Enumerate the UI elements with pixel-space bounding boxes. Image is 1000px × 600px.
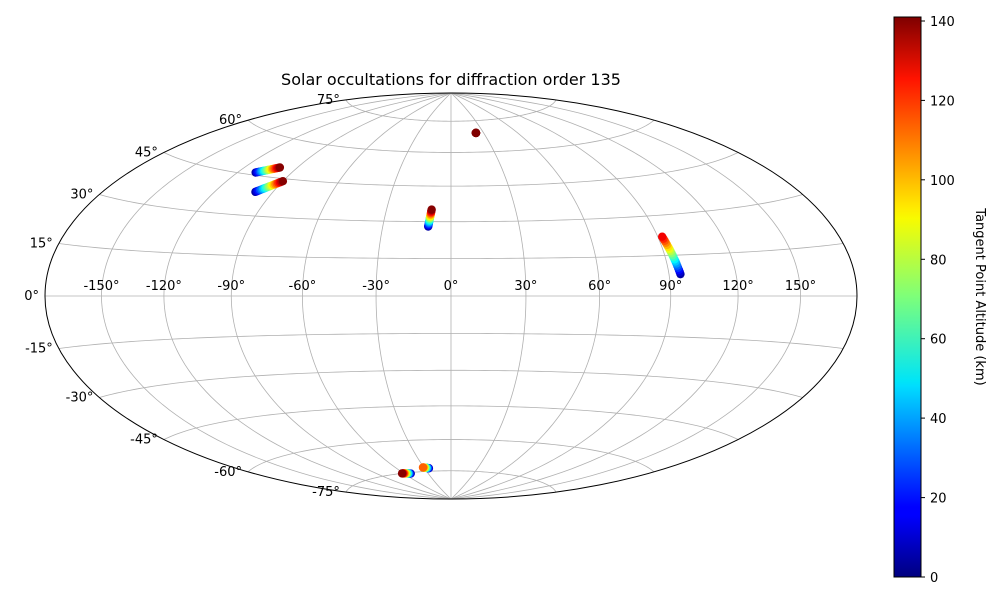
parallel-line	[58, 243, 844, 259]
latitude-tick-label: -60°	[214, 465, 242, 480]
latitude-tick-labels: -75° -60° -45° -30° -15° 0° 15° 30° 45° 60° 75°	[24, 93, 340, 500]
parallel-line	[345, 99, 557, 122]
map-boundary	[44, 92, 858, 500]
occultation-point	[397, 469, 407, 478]
occultation-point	[657, 232, 667, 241]
colorbar-tick-label: 60	[930, 333, 947, 348]
longitude-tick-label: 30°	[514, 279, 537, 294]
graticule	[45, 92, 857, 500]
longitude-tick-label: -120°	[146, 279, 182, 294]
latitude-tick-label: -75°	[312, 485, 340, 500]
latitude-tick-label: 75°	[317, 93, 340, 108]
parallel-line	[99, 194, 803, 223]
colorbar-tick-label: 0	[930, 571, 938, 586]
colorbar: 0 20 40 60 80 100 120 140 Tangent Point Altitud…	[893, 15, 987, 586]
chart-title: Solar occultations for diffraction order…	[281, 70, 621, 89]
latitude-tick-label: -45°	[130, 433, 158, 448]
map-plot-area: -150° -120° -90° -60° -30° 0° 30° 60° 90° 120° 150…	[24, 92, 858, 500]
parallel-line	[247, 119, 655, 153]
longitude-tick-label: 90°	[659, 279, 682, 294]
colorbar-tick-label: 100	[930, 174, 955, 189]
parallel-line	[163, 152, 739, 187]
parallel-line	[58, 333, 844, 349]
parallel-line	[163, 405, 739, 440]
longitude-tick-labels: -150° -120° -90° -60° -30° 0° 30° 60° 90° 120° 150…	[83, 279, 816, 294]
occultation-point	[471, 128, 481, 138]
latitude-tick-label: 15°	[30, 237, 53, 252]
colorbar-tick-label: 80	[930, 253, 947, 268]
longitude-tick-label: -60°	[289, 279, 317, 294]
longitude-tick-label: -30°	[362, 279, 390, 294]
latitude-tick-label: -30°	[66, 391, 94, 406]
longitude-tick-label: -150°	[83, 279, 119, 294]
parallel-line	[99, 369, 803, 398]
occultation-point	[427, 205, 436, 214]
latitude-tick-label: 30°	[70, 188, 93, 203]
colorbar-label: Tangent Point Altitude (km)	[972, 207, 987, 385]
colorbar-tick-label: 120	[930, 94, 955, 109]
occultation-point	[275, 163, 285, 172]
longitude-tick-label: 120°	[722, 279, 753, 294]
longitude-tick-label: 150°	[785, 279, 816, 294]
longitude-tick-label: 0°	[444, 279, 459, 294]
latitude-tick-label: 60°	[219, 113, 242, 128]
parallel-line	[247, 439, 655, 473]
longitude-tick-label: -90°	[217, 279, 245, 294]
latitude-tick-label: 45°	[135, 146, 158, 161]
colorbar-ticks: 0 20 40 60 80 100 120 140	[921, 15, 955, 586]
colorbar-tick-label: 20	[930, 492, 947, 507]
latitude-tick-label: 0°	[24, 289, 39, 304]
data-markers	[251, 128, 685, 478]
colorbar-tick-label: 140	[930, 15, 955, 30]
longitude-tick-label: 60°	[588, 279, 611, 294]
parallel-line	[345, 470, 557, 493]
latitude-tick-label: -15°	[25, 342, 53, 357]
colorbar-gradient	[893, 16, 922, 578]
occultation-point	[278, 176, 288, 186]
occultation-point	[418, 463, 428, 472]
colorbar-tick-label: 40	[930, 412, 947, 427]
